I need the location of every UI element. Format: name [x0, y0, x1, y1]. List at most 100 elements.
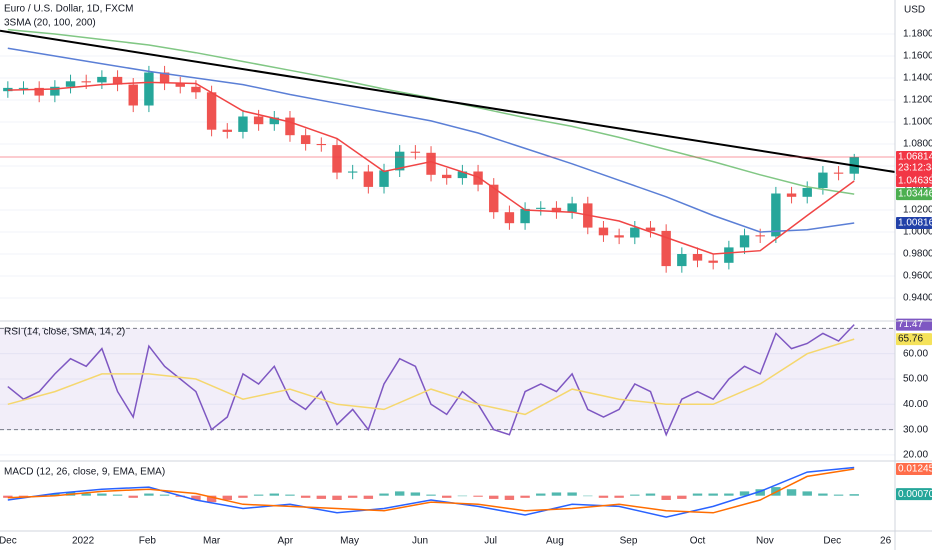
histogram-bar — [818, 493, 828, 496]
histogram-bar — [191, 495, 201, 500]
histogram-bar — [849, 494, 859, 496]
histogram-bar — [473, 495, 483, 497]
histogram-bar — [426, 494, 436, 496]
candle-body — [18, 87, 29, 89]
price-badge-label: 1.06814 — [898, 152, 932, 163]
marks-layer — [0, 28, 896, 518]
candle-body — [285, 117, 295, 136]
histogram-bar — [50, 493, 60, 496]
candle-body — [332, 145, 342, 173]
candle-body — [755, 235, 765, 237]
series-line — [7, 81, 855, 255]
series-line — [0, 29, 896, 173]
candle-body — [222, 129, 232, 132]
countdown-label: 23:12:34 — [898, 163, 932, 174]
candle-body — [739, 235, 750, 248]
y-tick-label: 1.14000 — [903, 73, 932, 84]
x-tick-label: Dec — [823, 536, 841, 547]
histogram-bar — [536, 493, 546, 496]
candle-body — [520, 208, 530, 224]
histogram-bar — [661, 495, 671, 500]
series-line — [7, 466, 855, 518]
histogram-bar — [3, 495, 13, 498]
x-tick-label: Jul — [484, 536, 497, 547]
histogram-bar — [269, 493, 280, 496]
candle-body — [50, 86, 60, 96]
price-badge-label: 1.03446 — [898, 189, 932, 200]
histogram-bar — [567, 492, 577, 496]
histogram-bar — [630, 494, 640, 496]
x-tick-label: Oct — [690, 536, 706, 547]
histogram-bar — [112, 494, 123, 496]
histogram-bar — [677, 495, 687, 499]
histogram-bar — [81, 493, 91, 496]
candle-body — [81, 81, 91, 83]
candle-body — [128, 84, 138, 106]
histogram-bar — [489, 495, 499, 499]
histogram-bar — [410, 492, 421, 496]
histogram-bar — [739, 491, 750, 496]
histogram-bar — [128, 495, 138, 498]
candle-body — [442, 174, 452, 179]
candle-body — [159, 72, 170, 84]
candle-body — [708, 260, 718, 263]
series-line — [7, 468, 855, 514]
candle-body — [661, 230, 671, 267]
histogram-bar — [645, 493, 656, 496]
price-badge-label: 71.47 — [898, 319, 923, 330]
y-tick-label: 1.08000 — [903, 139, 932, 150]
series-line — [7, 338, 855, 416]
candle-body — [771, 193, 781, 237]
series-line — [7, 47, 855, 233]
histogram-bar — [692, 493, 703, 496]
price-badge — [896, 174, 932, 187]
histogram-bar — [614, 495, 624, 498]
candle-body — [692, 253, 703, 261]
y-tick-label: 60.00 — [903, 348, 928, 359]
candle-body — [645, 227, 656, 231]
histogram-bar — [347, 495, 358, 498]
candle-body — [316, 143, 327, 146]
candle-body — [724, 247, 734, 263]
histogram-bar — [755, 489, 765, 496]
histogram-bar — [144, 493, 154, 496]
indicator-title: 3SMA (20, 100, 200) — [4, 18, 96, 29]
candle-body — [363, 171, 374, 187]
y-tick-label: 50.00 — [903, 374, 928, 385]
x-tick-label: 2022 — [72, 536, 95, 547]
indicator-title: MACD (12, 26, close, 9, EMA, EMA) — [4, 467, 165, 478]
x-tick-label: Apr — [277, 536, 293, 547]
price-badge — [896, 488, 932, 501]
histogram-bar — [238, 495, 248, 498]
candle-body — [410, 151, 421, 153]
candle-body — [97, 76, 107, 83]
candle-body — [786, 193, 797, 197]
candle-body — [253, 116, 264, 125]
histogram-bar — [206, 495, 217, 503]
y-tick-label: 0.94000 — [903, 293, 932, 304]
price-badge — [896, 333, 932, 346]
x-tick-label: Mar — [203, 536, 221, 547]
chart-title: Euro / U.S. Dollar, 1D, FXCM — [4, 4, 133, 15]
candle-body — [489, 184, 499, 213]
histogram-bar — [457, 495, 468, 497]
indicator-title: RSI (14, close, SMA, 14, 2) — [4, 327, 125, 338]
candle-body — [175, 83, 185, 87]
y-tick-label: 1.02000 — [903, 205, 932, 216]
histogram-bar — [724, 493, 734, 496]
candle-body — [269, 117, 280, 125]
candle-body — [536, 207, 546, 209]
candle-body — [206, 92, 217, 130]
candle-body — [833, 172, 844, 174]
y-tick-label: 1.10000 — [903, 117, 932, 128]
candle-body — [34, 87, 44, 96]
x-tick-label: Jun — [412, 536, 428, 547]
candle-body — [457, 171, 468, 179]
histogram-bar — [394, 491, 405, 496]
x-tick-label: Sep — [620, 536, 638, 547]
price-badge — [896, 217, 932, 230]
price-badge — [896, 462, 932, 475]
histogram-bar — [802, 491, 812, 496]
histogram-bar — [833, 494, 844, 496]
